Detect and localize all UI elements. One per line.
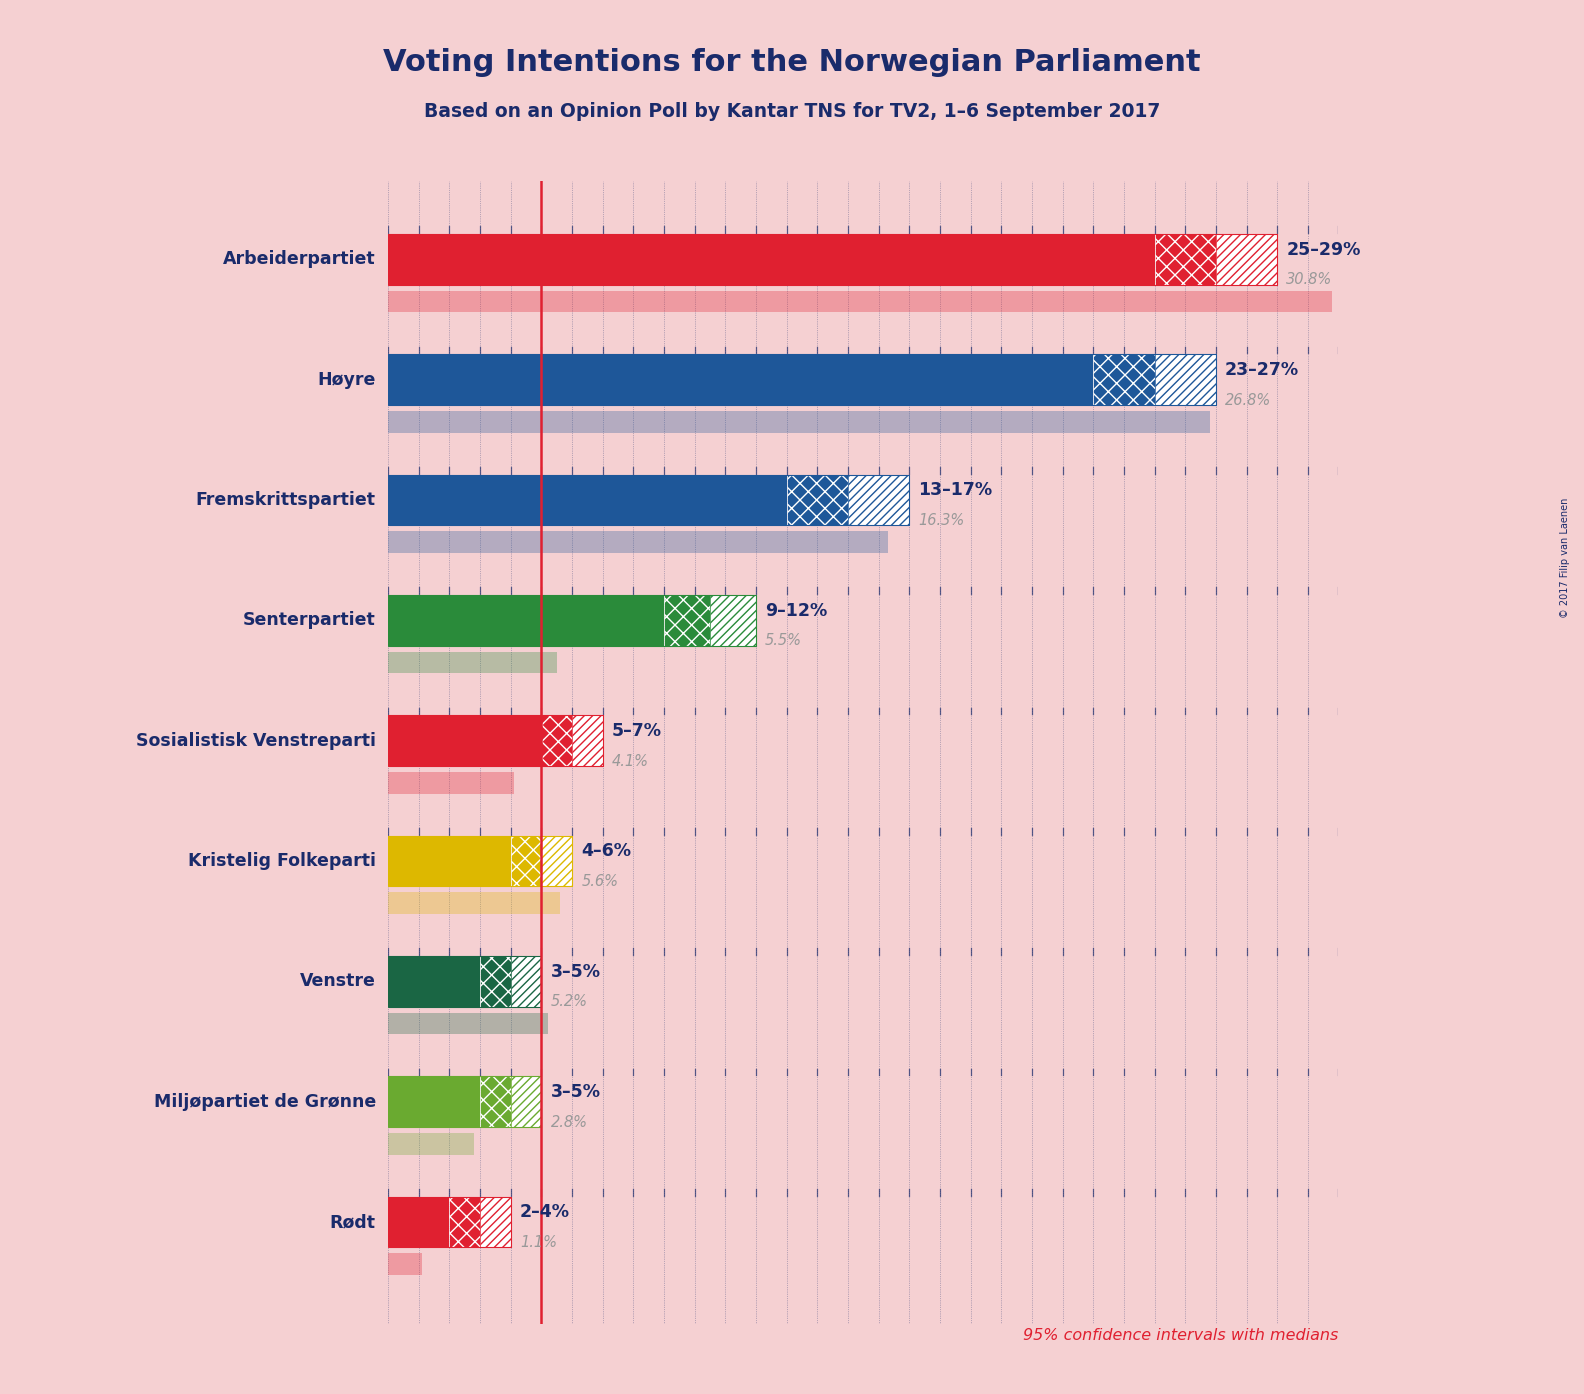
Bar <box>510 1076 542 1126</box>
Bar <box>388 715 602 765</box>
Bar <box>480 1197 510 1248</box>
Bar <box>388 1197 510 1248</box>
Bar <box>388 1076 542 1126</box>
Text: Fremskrittspartiet: Fremskrittspartiet <box>196 491 375 509</box>
Text: 5.6%: 5.6% <box>581 874 618 889</box>
Bar <box>388 1253 421 1276</box>
Text: Høyre: Høyre <box>317 371 375 389</box>
Text: 23–27%: 23–27% <box>1224 361 1299 379</box>
Text: 13–17%: 13–17% <box>919 481 993 499</box>
Text: 4–6%: 4–6% <box>581 842 632 860</box>
Bar <box>388 354 1093 406</box>
Bar <box>388 291 1332 312</box>
Text: 25–29%: 25–29% <box>1286 241 1361 259</box>
Text: 3–5%: 3–5% <box>551 1083 600 1101</box>
Bar <box>388 956 542 1006</box>
Bar <box>1093 354 1155 406</box>
Bar <box>388 1012 548 1034</box>
Text: 16.3%: 16.3% <box>919 513 965 528</box>
Text: Venstre: Venstre <box>299 973 375 990</box>
Text: 5.5%: 5.5% <box>765 633 802 648</box>
Bar <box>388 651 556 673</box>
Text: Rødt: Rødt <box>329 1213 375 1231</box>
Text: 2.8%: 2.8% <box>551 1115 588 1129</box>
Text: 26.8%: 26.8% <box>1224 393 1272 407</box>
Bar <box>847 475 909 526</box>
Text: 5.2%: 5.2% <box>551 994 588 1009</box>
Bar <box>510 836 542 887</box>
Text: 2–4%: 2–4% <box>520 1203 570 1221</box>
Bar <box>480 1076 510 1126</box>
Text: Based on an Opinion Poll by Kantar TNS for TV2, 1–6 September 2017: Based on an Opinion Poll by Kantar TNS f… <box>425 102 1159 121</box>
Bar <box>388 354 1217 406</box>
Bar <box>388 1197 450 1248</box>
Bar <box>542 715 572 765</box>
Text: 95% confidence intervals with medians: 95% confidence intervals with medians <box>1023 1328 1338 1342</box>
Bar <box>388 956 480 1006</box>
Bar <box>450 1197 480 1248</box>
Bar <box>388 595 664 645</box>
Bar <box>1217 234 1277 284</box>
Bar <box>388 475 909 526</box>
Bar <box>1155 234 1217 284</box>
Text: Arbeiderpartiet: Arbeiderpartiet <box>223 251 375 269</box>
Bar <box>388 531 887 553</box>
Bar <box>787 475 847 526</box>
Bar <box>388 1133 474 1154</box>
Text: Senterpartiet: Senterpartiet <box>242 612 375 630</box>
Bar <box>388 836 572 887</box>
Bar <box>388 475 787 526</box>
Bar <box>710 595 756 645</box>
Bar <box>388 1076 480 1126</box>
Text: 1.1%: 1.1% <box>520 1235 558 1250</box>
Bar <box>388 772 513 793</box>
Bar <box>388 892 559 914</box>
Bar <box>542 836 572 887</box>
Text: 5–7%: 5–7% <box>611 722 662 740</box>
Text: © 2017 Filip van Laenen: © 2017 Filip van Laenen <box>1560 498 1570 618</box>
Text: Voting Intentions for the Norwegian Parliament: Voting Intentions for the Norwegian Parl… <box>383 49 1201 77</box>
Text: 9–12%: 9–12% <box>765 602 827 620</box>
Bar <box>388 595 756 645</box>
Bar <box>510 956 542 1006</box>
Bar <box>388 234 1155 284</box>
Text: 4.1%: 4.1% <box>611 754 649 768</box>
Bar <box>664 595 710 645</box>
Bar <box>388 715 542 765</box>
Text: Kristelig Folkeparti: Kristelig Folkeparti <box>188 852 375 870</box>
Text: 30.8%: 30.8% <box>1286 272 1332 287</box>
Text: Sosialistisk Venstreparti: Sosialistisk Venstreparti <box>136 732 375 750</box>
Bar <box>388 836 510 887</box>
Bar <box>1155 354 1217 406</box>
Bar <box>572 715 602 765</box>
Text: 3–5%: 3–5% <box>551 963 600 981</box>
Bar <box>388 411 1210 432</box>
Bar <box>388 234 1277 284</box>
Text: Miljøpartiet de Grønne: Miljøpartiet de Grønne <box>154 1093 375 1111</box>
Bar <box>480 956 510 1006</box>
